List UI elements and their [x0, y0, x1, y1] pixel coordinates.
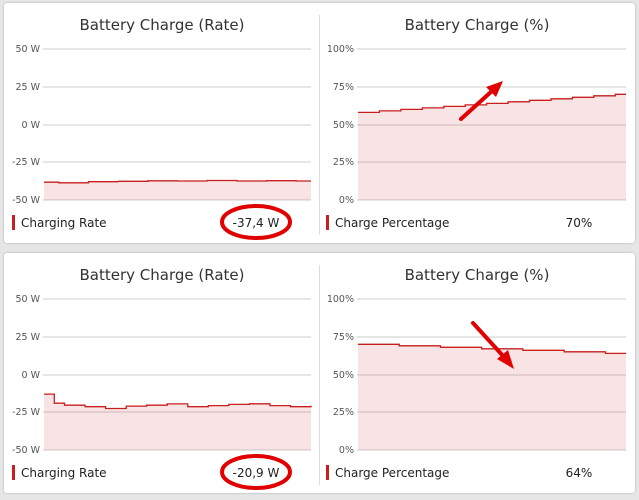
- y-tick-label: -25 W: [12, 407, 41, 418]
- y-tick-label: -25 W: [12, 157, 41, 168]
- y-tick-label: 75%: [333, 332, 354, 343]
- pct-series-line: [358, 93, 626, 114]
- y-tick-label: 25 W: [15, 82, 40, 93]
- battery-card-1: Battery Charge (Rate) 50 W 25 W 0 W -25 …: [4, 3, 635, 243]
- y-tick-label: 0 W: [22, 370, 41, 381]
- y-tick-label: 0 W: [22, 120, 41, 131]
- y-tick-label: 100%: [327, 44, 354, 55]
- legend-swatch: [12, 215, 15, 230]
- highlight-circle: [220, 454, 292, 490]
- y-tick-label: 50%: [333, 370, 354, 381]
- trend-arrow-icon: [459, 81, 503, 121]
- legend-label: Charging Rate: [21, 466, 107, 480]
- y-tick-label: 25 W: [15, 332, 40, 343]
- card-1-charts-svg: Battery Charge (Rate) 50 W 25 W 0 W -25 …: [12, 16, 626, 240]
- y-tick-label: -50 W: [12, 445, 41, 456]
- y-tick-label: 100%: [327, 294, 354, 305]
- pct-series-area: [358, 94, 626, 200]
- battery-card-2: Battery Charge (Rate) 50 W 25 W 0 W -25 …: [4, 253, 635, 493]
- pct-chart[interactable]: Battery Charge (%) 100% 75% 50% 25% 0% C…: [326, 266, 626, 480]
- rate-y-ticks: 50 W 25 W 0 W -25 W -50 W: [12, 294, 41, 456]
- legend-label: Charge Percentage: [335, 466, 449, 480]
- card-divider: [319, 15, 320, 235]
- y-tick-label: 0%: [339, 445, 354, 456]
- pct-chart-title: Battery Charge (%): [405, 266, 550, 284]
- legend-label: Charging Rate: [21, 216, 107, 230]
- highlight-circle: [220, 204, 292, 240]
- y-tick-label: 75%: [333, 82, 354, 93]
- rate-y-grid: [43, 48, 311, 201]
- y-tick-label: 50%: [333, 120, 354, 131]
- pct-chart[interactable]: Battery Charge (%) 100% 75% 50% 25% 0% C…: [326, 16, 626, 230]
- pct-legend[interactable]: Charge Percentage: [326, 465, 449, 480]
- legend-swatch: [326, 465, 329, 480]
- rate-series-area: [44, 394, 311, 450]
- rate-chart-title: Battery Charge (Rate): [80, 266, 245, 284]
- pct-y-grid: [357, 48, 626, 201]
- pct-y-ticks: 100% 75% 50% 25% 0%: [327, 294, 354, 456]
- rate-series-line: [44, 393, 312, 410]
- pct-series-area: [358, 344, 626, 450]
- legend-swatch: [326, 215, 329, 230]
- rate-series-area: [44, 180, 311, 200]
- rate-legend[interactable]: Charging Rate: [12, 465, 107, 480]
- legend-swatch: [12, 465, 15, 480]
- pct-current-value: 64%: [566, 466, 593, 480]
- rate-legend[interactable]: Charging Rate: [12, 215, 107, 230]
- rate-y-ticks: 50 W 25 W 0 W -25 W -50 W: [12, 44, 41, 206]
- legend-label: Charge Percentage: [335, 216, 449, 230]
- pct-current-value: 70%: [566, 216, 593, 230]
- rate-current-value: -20,9 W: [233, 466, 280, 480]
- pct-legend[interactable]: Charge Percentage: [326, 215, 449, 230]
- rate-chart-title: Battery Charge (Rate): [80, 16, 245, 34]
- rate-chart[interactable]: Battery Charge (Rate) 50 W 25 W 0 W -25 …: [12, 16, 311, 240]
- pct-chart-title: Battery Charge (%): [405, 16, 550, 34]
- rate-y-grid: [43, 298, 311, 451]
- pct-series-line: [358, 343, 626, 355]
- y-tick-label: 50 W: [15, 44, 40, 55]
- card-divider: [319, 265, 320, 485]
- card-2-charts-svg: Battery Charge (Rate) 50 W 25 W 0 W -25 …: [12, 266, 626, 490]
- y-tick-label: 50 W: [15, 294, 40, 305]
- rate-chart[interactable]: Battery Charge (Rate) 50 W 25 W 0 W -25 …: [12, 266, 312, 490]
- rate-current-value: -37,4 W: [233, 216, 280, 230]
- rate-series-line: [44, 179, 311, 184]
- pct-y-grid: [357, 298, 626, 451]
- pct-y-ticks: 100% 75% 50% 25% 0%: [327, 44, 354, 206]
- y-tick-label: 25%: [333, 157, 354, 168]
- y-tick-label: 0%: [339, 195, 354, 206]
- y-tick-label: -50 W: [12, 195, 41, 206]
- trend-arrow-icon: [471, 321, 514, 369]
- y-tick-label: 25%: [333, 407, 354, 418]
